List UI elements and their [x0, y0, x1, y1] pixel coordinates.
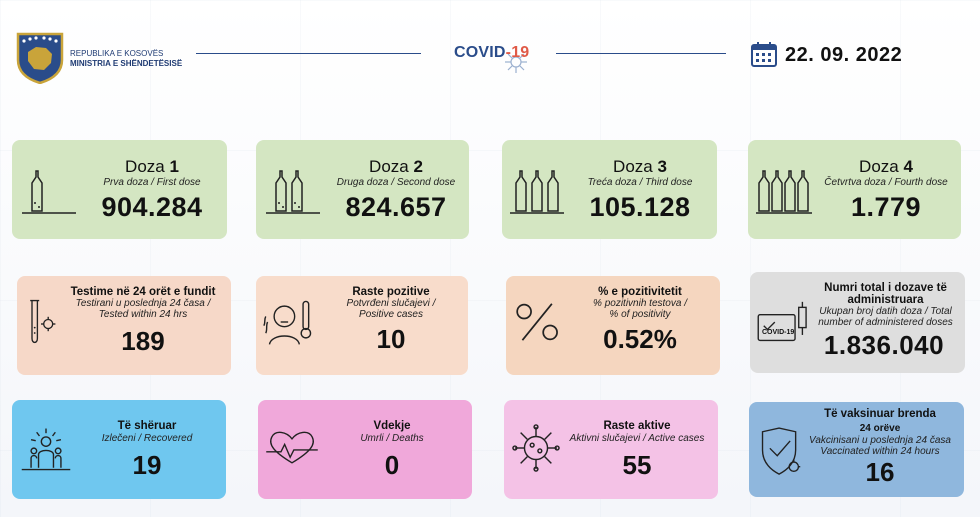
- dose-2-title: Doza 2: [326, 157, 466, 177]
- dose-4-subtitle: Četvrtva doza / Fourth dose: [824, 177, 948, 188]
- dose-1-title-word: Doza: [125, 157, 165, 176]
- positivity-title: % e pozitivitetit: [598, 286, 682, 298]
- covid-number: -19: [505, 44, 530, 61]
- total-doses-value: 1.836.040: [823, 330, 945, 360]
- dose-4-number: 4: [903, 157, 913, 176]
- active-cases-value: 55: [622, 450, 652, 480]
- total-doses-title-2: administruara: [847, 294, 924, 306]
- dose-3-title: Doza 3: [570, 157, 710, 177]
- dose-2-value: 824.657: [345, 192, 447, 222]
- positive-cases-subtitle-1: Potvrđeni slučajevi /: [346, 298, 436, 309]
- vaccinated-24h-card: Të vaksinuar brenda 24 orëve Vakcinisani…: [749, 402, 964, 497]
- dose-3-value: 105.128: [589, 192, 691, 222]
- vial-icon: [510, 170, 564, 214]
- total-doses-card: COVID-19 Numri total i dozave të adminis…: [750, 272, 965, 373]
- positive-cases-subtitle-2: Positive cases: [359, 309, 423, 320]
- vial-icon: [266, 170, 320, 214]
- vaccinated-24h-subtitle-2: Vaccinated within 24 hours: [820, 446, 940, 457]
- dose-2-card: Doza 2 Druga doza / Second dose 824.657: [256, 140, 469, 239]
- testing-card: Testime në 24 orët e fundit Testirani u …: [17, 276, 231, 375]
- positive-cases-title: Raste pozitive: [352, 286, 430, 298]
- header-line-left: [196, 53, 421, 54]
- vaccinated-24h-value: 16: [865, 457, 895, 487]
- positivity-subtitle-1: % pozitivnih testova /: [593, 298, 687, 309]
- deaths-subtitle: Umrli / Deaths: [360, 433, 424, 444]
- dose-4-title-word: Doza: [859, 157, 899, 176]
- testing-value: 189: [121, 326, 165, 356]
- dose-1-card: Doza 1 Prva doza / First dose 904.284: [12, 140, 227, 239]
- total-doses-subtitle-1: Ukupan broj datih doza / Total: [819, 306, 952, 317]
- positivity-card: % e pozitivitetit % pozitivnih testova /…: [506, 276, 720, 375]
- positivity-value: 0.52%: [603, 324, 677, 354]
- heartbeat-icon: [266, 431, 318, 464]
- positivity-subtitle-2: % of positivity: [609, 309, 671, 320]
- recovered-value: 19: [132, 450, 162, 480]
- dose-2-number: 2: [413, 157, 423, 176]
- vaccinated-24h-subtitle-1: Vakcinisani u poslednja 24 časa: [809, 435, 951, 446]
- dose-4-value: 1.779: [850, 192, 922, 222]
- kosovo-emblem-icon: [16, 32, 64, 84]
- positive-cases-value: 10: [376, 324, 406, 354]
- dose-1-value: 904.284: [101, 192, 203, 222]
- dose-1-title: Doza 1: [82, 157, 222, 177]
- dose-2-subtitle: Druga doza / Second dose: [336, 177, 456, 188]
- dose-4-card: Doza 4 Četvrtva doza / Fourth dose 1.779: [748, 140, 961, 239]
- report-date: 22. 09. 2022: [785, 44, 903, 66]
- dose-1-subtitle: Prva doza / First dose: [103, 177, 201, 188]
- dose-1-number: 1: [169, 157, 179, 176]
- vaccinated-24h-title-2: 24 orëve: [859, 423, 901, 434]
- ministry-line-1: REPUBLIKA E KOSOVËS: [70, 49, 164, 58]
- header-line-right: [556, 53, 726, 54]
- deaths-title: Vdekje: [373, 420, 411, 432]
- recovered-card: Të shëruar Izlečeni / Recovered 19: [12, 400, 226, 499]
- vaccination-card-icon: [757, 301, 807, 342]
- deaths-value: 0: [384, 450, 400, 480]
- covid-badge: COVID-19: [762, 329, 795, 336]
- virus-icon: [505, 51, 527, 73]
- shield-virus-icon: [761, 427, 801, 475]
- testing-subtitle-1: Testirani u poslednja 24 časa /: [75, 298, 211, 309]
- percent-icon: [516, 303, 558, 341]
- total-doses-title-1: Numri total i dozave të: [824, 282, 947, 294]
- testing-subtitle-2: Tested within 24 hrs: [98, 309, 188, 320]
- vial-icon: [756, 170, 812, 214]
- dose-3-subtitle: Treća doza / Third dose: [587, 177, 693, 188]
- vaccinated-24h-title-1: Të vaksinuar brenda: [824, 408, 936, 420]
- calendar-icon: [751, 42, 777, 67]
- recovered-title: Të shëruar: [117, 420, 177, 432]
- ministry-line-2: MINISTRIA E SHËNDETËSISË: [70, 59, 183, 68]
- active-cases-subtitle: Aktivni slučajevi / Active cases: [569, 433, 705, 444]
- test-tube-icon: [30, 299, 56, 344]
- dose-3-card: Doza 3 Treća doza / Third dose 105.128: [502, 140, 717, 239]
- covid-label: COVID: [454, 44, 506, 61]
- testing-title: Testime në 24 orët e fundit: [70, 286, 216, 298]
- recovered-subtitle: Izlečeni / Recovered: [101, 433, 193, 444]
- dose-4-title: Doza 4: [814, 157, 958, 177]
- dose-3-title-word: Doza: [613, 157, 653, 176]
- vial-icon: [22, 170, 76, 214]
- positive-cases-card: Raste pozitive Potvrđeni slučajevi / Pos…: [256, 276, 468, 375]
- total-doses-subtitle-2: number of administered doses: [818, 317, 953, 328]
- sick-person-icon: [263, 300, 312, 345]
- dose-2-title-word: Doza: [369, 157, 409, 176]
- coronavirus-icon: [512, 424, 560, 472]
- dose-3-number: 3: [657, 157, 667, 176]
- recovered-people-icon: [21, 428, 71, 471]
- covid-title: COVID-19: [454, 44, 529, 62]
- deaths-card: Vdekje Umrli / Deaths 0: [258, 400, 472, 499]
- active-cases-card: Raste aktive Aktivni slučajevi / Active …: [504, 400, 718, 499]
- ministry-name: REPUBLIKA E KOSOVËS MINISTRIA E SHËNDETË…: [70, 49, 182, 69]
- active-cases-title: Raste aktive: [603, 420, 671, 432]
